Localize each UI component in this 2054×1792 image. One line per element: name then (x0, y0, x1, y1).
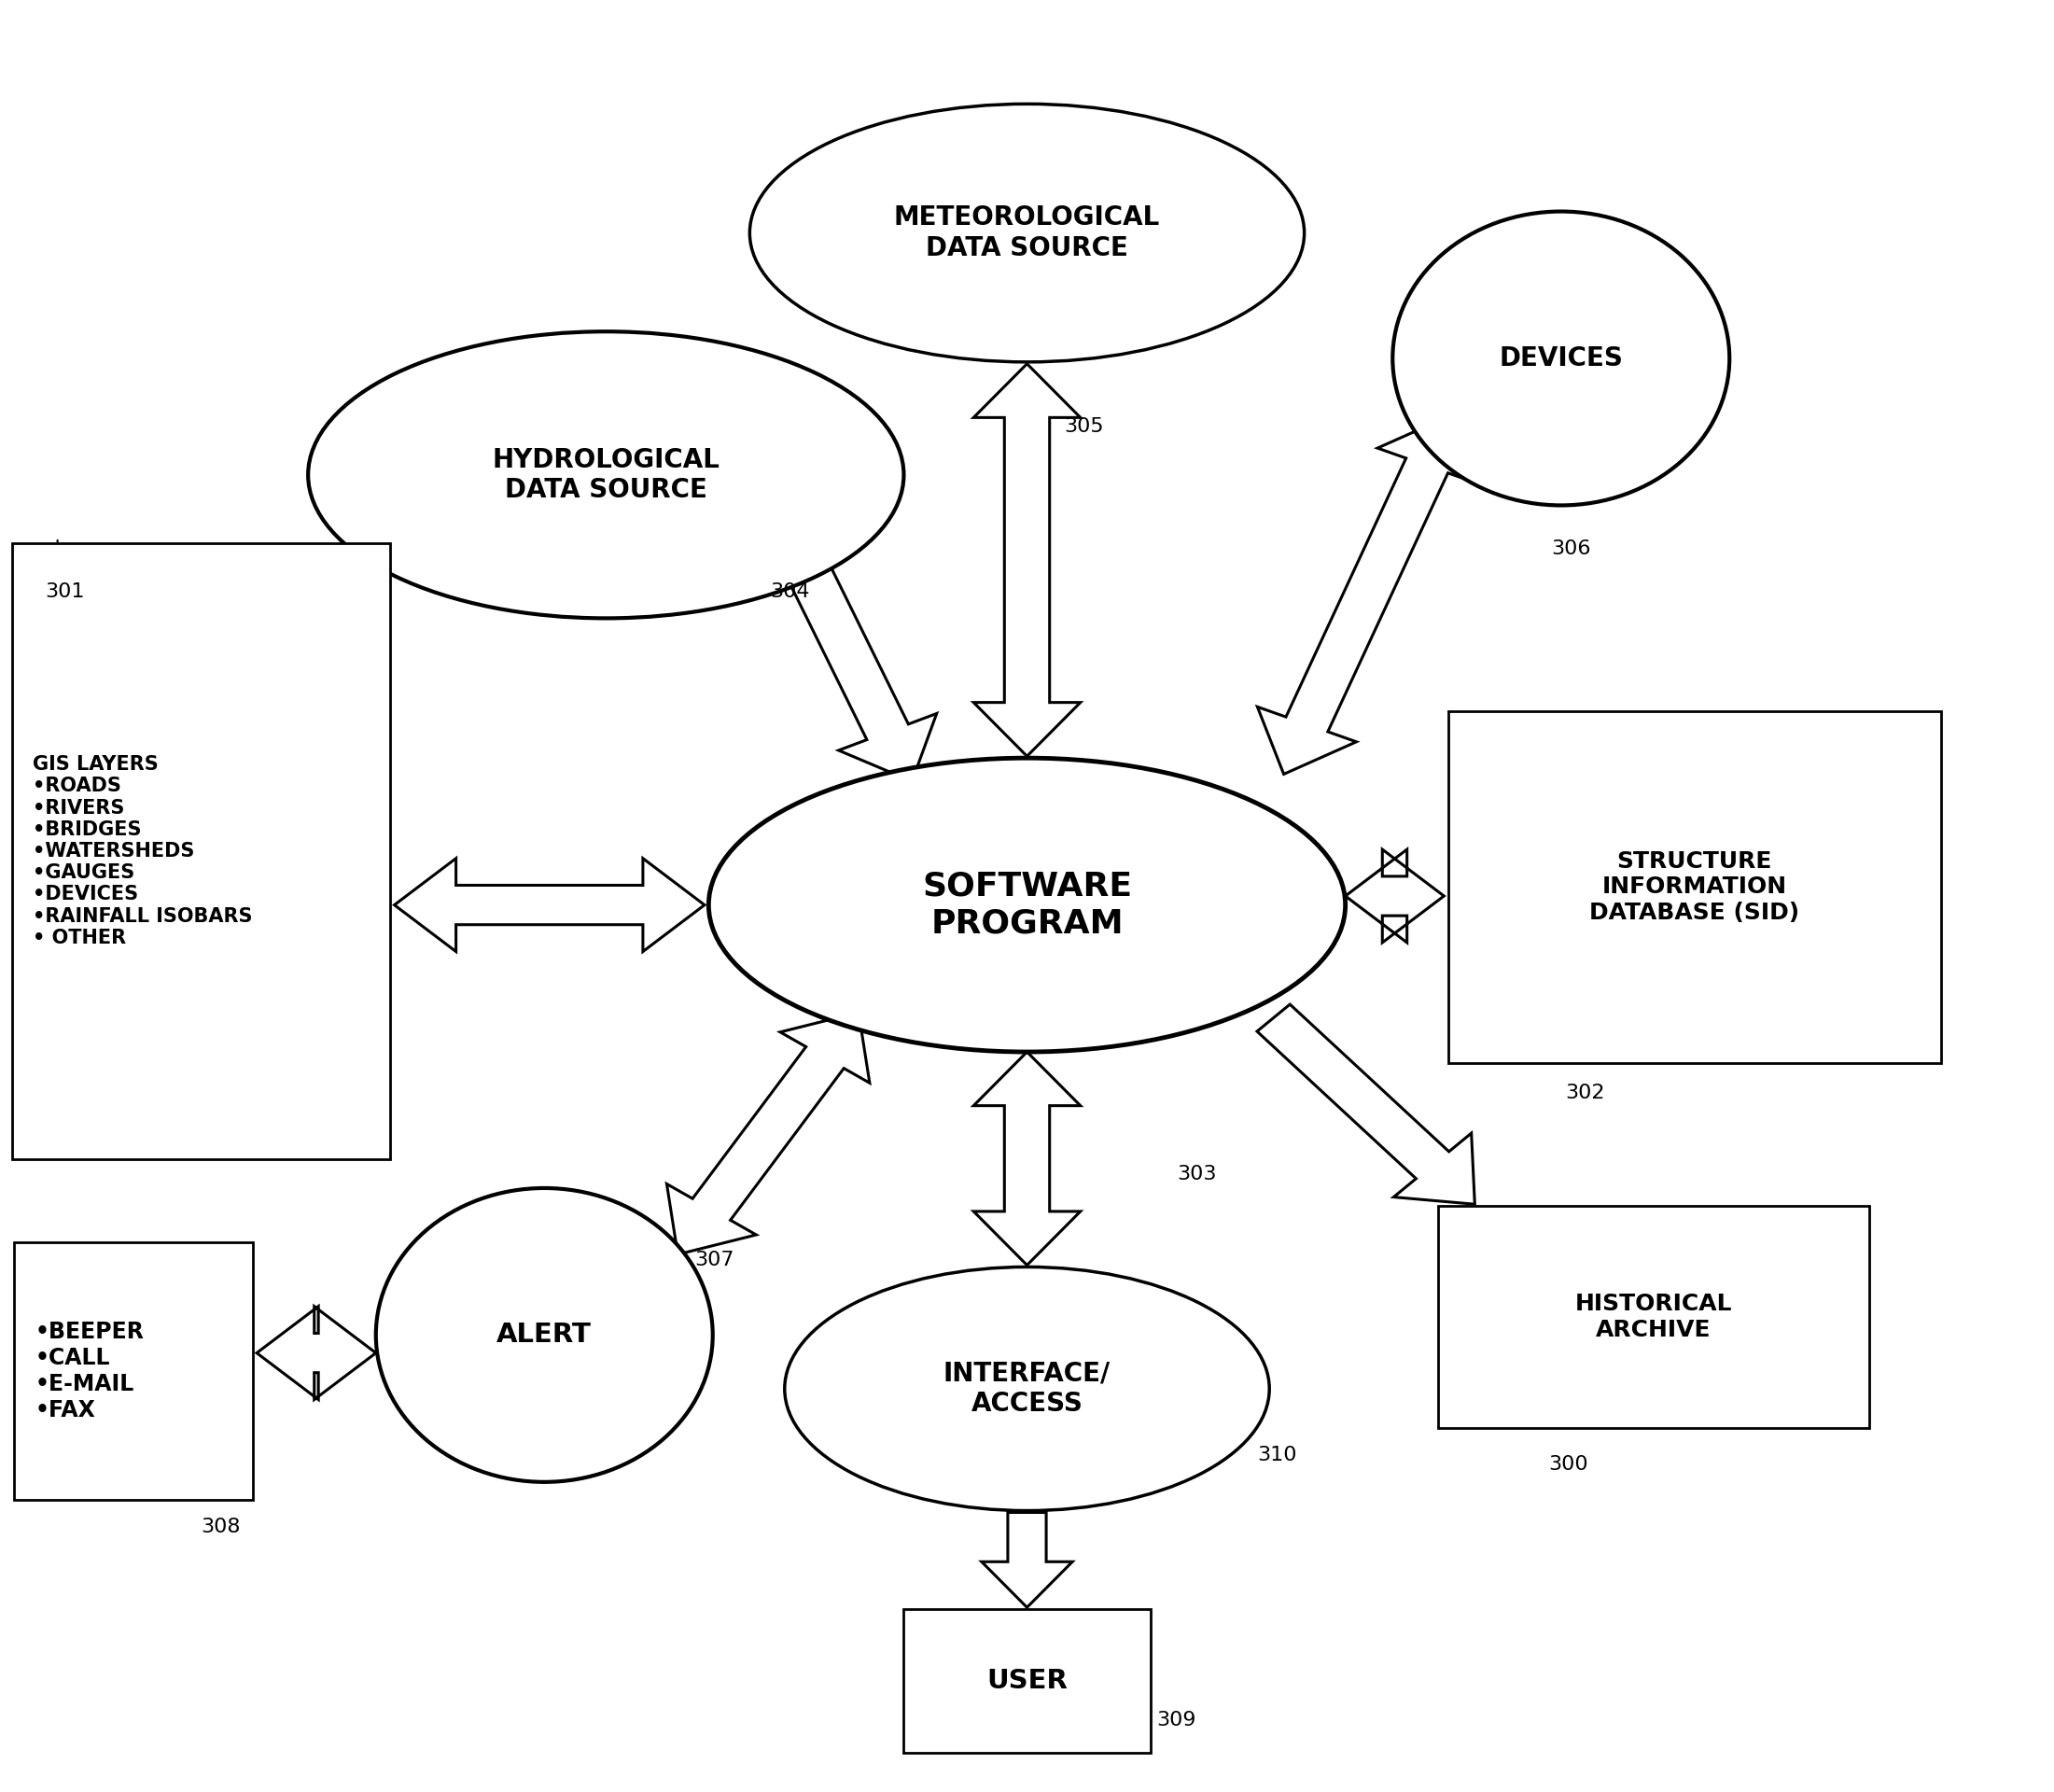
Polygon shape (1345, 849, 1444, 943)
Text: 303: 303 (1177, 1165, 1216, 1183)
Polygon shape (394, 858, 705, 952)
Text: INTERFACE/
ACCESS: INTERFACE/ ACCESS (943, 1360, 1111, 1417)
Bar (12, 543, 390, 1159)
Ellipse shape (709, 758, 1345, 1052)
Text: 309: 309 (1156, 1711, 1195, 1729)
Text: HISTORICAL
ARCHIVE: HISTORICAL ARCHIVE (1575, 1294, 1732, 1340)
Bar (1438, 1206, 1869, 1428)
Ellipse shape (308, 332, 904, 618)
Text: 301: 301 (45, 582, 84, 600)
Text: •BEEPER
•CALL
•E-MAIL
•FAX: •BEEPER •CALL •E-MAIL •FAX (35, 1321, 144, 1421)
Text: 305: 305 (1064, 418, 1103, 435)
Bar (14, 1242, 253, 1500)
Text: HYDROLOGICAL
DATA SOURCE: HYDROLOGICAL DATA SOURCE (493, 446, 719, 504)
Polygon shape (1257, 1004, 1475, 1204)
Polygon shape (974, 1052, 1080, 1265)
Ellipse shape (750, 104, 1304, 362)
Text: GIS LAYERS
•ROADS
•RIVERS
•BRIDGES
•WATERSHEDS
•GAUGES
•DEVICES
•RAINFALL ISOBAR: GIS LAYERS •ROADS •RIVERS •BRIDGES •WATE… (33, 754, 253, 948)
Polygon shape (982, 1512, 1072, 1607)
Text: 308: 308 (201, 1518, 240, 1536)
Text: 304: 304 (770, 582, 809, 600)
Text: STRUCTURE
INFORMATION
DATABASE (SID): STRUCTURE INFORMATION DATABASE (SID) (1590, 849, 1799, 925)
Polygon shape (668, 1012, 869, 1254)
Polygon shape (748, 498, 937, 781)
Text: 307: 307 (694, 1251, 733, 1269)
Ellipse shape (1393, 211, 1729, 505)
Text: 306: 306 (1551, 539, 1590, 557)
Bar (1448, 711, 1941, 1063)
Text: USER: USER (986, 1668, 1068, 1693)
Polygon shape (1257, 416, 1477, 774)
Text: 310: 310 (1257, 1446, 1296, 1464)
Text: DEVICES: DEVICES (1499, 346, 1623, 371)
Ellipse shape (376, 1188, 713, 1482)
Bar (904, 1609, 1150, 1753)
Polygon shape (974, 364, 1080, 756)
Polygon shape (257, 1306, 376, 1400)
Text: 302: 302 (1565, 1084, 1604, 1102)
Text: ALERT: ALERT (497, 1322, 592, 1348)
Ellipse shape (785, 1267, 1269, 1511)
Text: SOFTWARE
PROGRAM: SOFTWARE PROGRAM (922, 871, 1132, 939)
Text: METEOROLOGICAL
DATA SOURCE: METEOROLOGICAL DATA SOURCE (893, 204, 1161, 262)
Text: 300: 300 (1549, 1455, 1588, 1473)
